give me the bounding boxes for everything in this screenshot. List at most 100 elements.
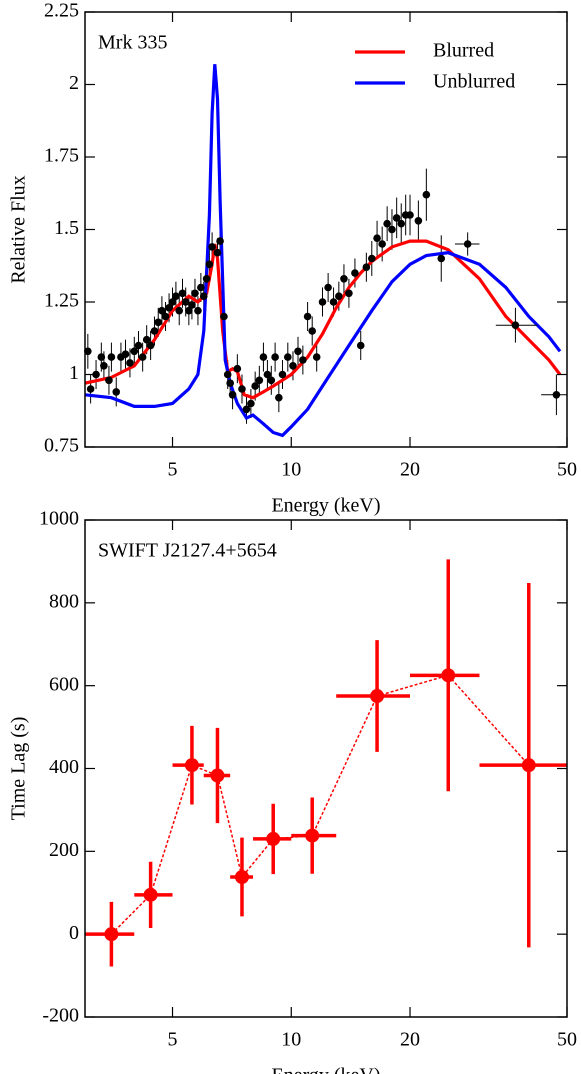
data-point [308, 327, 317, 335]
y-tick-label: 2 [69, 72, 79, 94]
data-point [340, 275, 348, 283]
data-point [154, 318, 163, 327]
data-point [312, 353, 321, 361]
data-point [213, 248, 222, 257]
data-point [205, 260, 214, 269]
data-point [324, 283, 332, 292]
y-tick-label: 0 [69, 922, 79, 944]
legend-label: Blurred [433, 40, 494, 62]
plot-frame [84, 519, 568, 1018]
data-point [238, 385, 246, 393]
data-point [104, 927, 119, 942]
data-point [259, 353, 268, 361]
data-point [263, 370, 272, 379]
data-point [185, 306, 193, 315]
y-tick-label: 2.25 [44, 0, 79, 22]
data-point [303, 312, 312, 321]
data-point [161, 312, 170, 321]
model-line [85, 64, 562, 438]
data-point [121, 350, 130, 359]
data-point [223, 370, 232, 379]
data-point [299, 356, 307, 364]
data-point [130, 347, 139, 356]
data-point [97, 353, 106, 361]
data-point [84, 347, 92, 356]
data-point [305, 828, 320, 843]
data-point [367, 254, 376, 263]
data-point [184, 758, 199, 773]
y-tick-label: 400 [49, 756, 79, 778]
x-tick-label: 20 [400, 1029, 420, 1051]
data-point [422, 190, 431, 199]
x-axis-label: Energy (keV) [271, 495, 380, 517]
data-point [521, 758, 536, 773]
plot-area [109, 559, 531, 967]
data-point [202, 275, 211, 283]
data-point [266, 831, 281, 846]
data-point [335, 292, 343, 301]
data-point [105, 376, 113, 385]
data-point [383, 219, 391, 228]
y-tick-label: 1.75 [44, 145, 79, 167]
data-point [552, 391, 561, 399]
y-tick-label: 1.5 [54, 217, 79, 239]
data-point [188, 301, 196, 309]
data-point [112, 388, 121, 396]
x-tick-label: 20 [400, 459, 420, 481]
data-point [329, 298, 338, 306]
data-point [92, 370, 100, 379]
data-point [216, 237, 224, 245]
data-point [220, 312, 228, 321]
data-point [370, 689, 385, 704]
y-axis-label: Relative Flux [8, 175, 30, 283]
data-point [378, 240, 386, 248]
data-point [168, 298, 177, 306]
data-point [294, 347, 302, 356]
data-point [226, 379, 234, 388]
y-tick-label: 1 [69, 362, 79, 384]
x-tick-label: 10 [281, 459, 301, 481]
data-point [86, 385, 95, 393]
data-point [267, 376, 276, 385]
data-point [414, 217, 423, 225]
data-point [255, 376, 264, 385]
data-point [351, 269, 359, 277]
data-point [251, 382, 259, 390]
data-point [233, 364, 242, 373]
data-point [165, 304, 173, 312]
x-tick-label: 5 [168, 1029, 178, 1051]
data-point [175, 306, 184, 315]
y-tick-label: -200 [42, 1005, 79, 1027]
data-point [138, 353, 147, 361]
data-point [388, 225, 396, 234]
plot-frame [84, 11, 568, 448]
model-line [85, 239, 562, 400]
y-tick-label: 0.75 [44, 435, 79, 457]
data-point [208, 243, 216, 251]
data-point [356, 341, 365, 350]
x-tick-label: 10 [281, 1029, 301, 1051]
data-point [511, 321, 520, 330]
data-point [191, 289, 199, 298]
data-point [178, 289, 187, 298]
data-point [181, 298, 190, 306]
data-point [146, 341, 155, 350]
y-tick-label: 200 [49, 839, 79, 861]
data-point [158, 306, 166, 315]
data-point [234, 870, 249, 885]
y-tick-label: 600 [49, 673, 79, 695]
data-point [463, 240, 472, 248]
data-point [142, 335, 151, 344]
y-tick-label: 1.25 [44, 290, 79, 312]
x-axis-label: Energy (keV) [271, 1065, 380, 1074]
data-point [406, 211, 414, 219]
data-point [441, 668, 456, 683]
connecting-line [110, 674, 530, 935]
data-point [172, 292, 180, 301]
data-point [275, 393, 283, 402]
data-point [143, 887, 158, 902]
data-point [362, 263, 371, 272]
y-tick-label: 1000 [39, 508, 79, 530]
x-tick-label: 5 [168, 459, 178, 481]
